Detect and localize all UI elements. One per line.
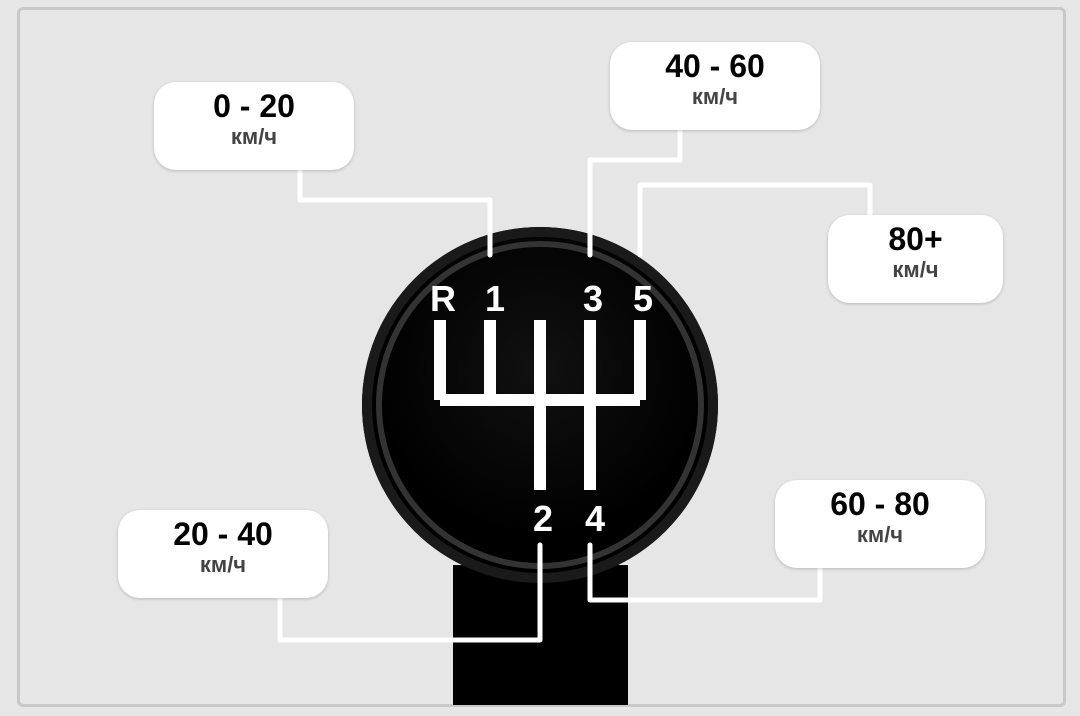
speed-unit: км/ч	[154, 124, 354, 150]
gear-label-3: 3	[578, 278, 608, 320]
speed-unit: км/ч	[118, 552, 328, 578]
gear-label-r: R	[428, 278, 458, 320]
speed-bubble-g5: 80+км/ч	[828, 215, 1003, 303]
gear-label-1: 1	[480, 278, 510, 320]
speed-unit: км/ч	[610, 84, 820, 110]
speed-range: 20 - 40	[118, 518, 328, 552]
gear-label-5: 5	[628, 278, 658, 320]
speed-bubble-g3: 40 - 60км/ч	[610, 42, 820, 130]
speed-unit: км/ч	[775, 522, 985, 548]
speed-unit: км/ч	[828, 257, 1003, 283]
gear-label-2: 2	[528, 498, 558, 540]
speed-range: 80+	[828, 223, 1003, 257]
shifter-stem	[453, 565, 628, 705]
speed-range: 60 - 80	[775, 488, 985, 522]
speed-range: 40 - 60	[610, 50, 820, 84]
gear-label-4: 4	[580, 498, 610, 540]
speed-bubble-g4: 60 - 80км/ч	[775, 480, 985, 568]
speed-bubble-g1: 0 - 20км/ч	[154, 82, 354, 170]
speed-range: 0 - 20	[154, 90, 354, 124]
speed-bubble-g2: 20 - 40км/ч	[118, 510, 328, 598]
